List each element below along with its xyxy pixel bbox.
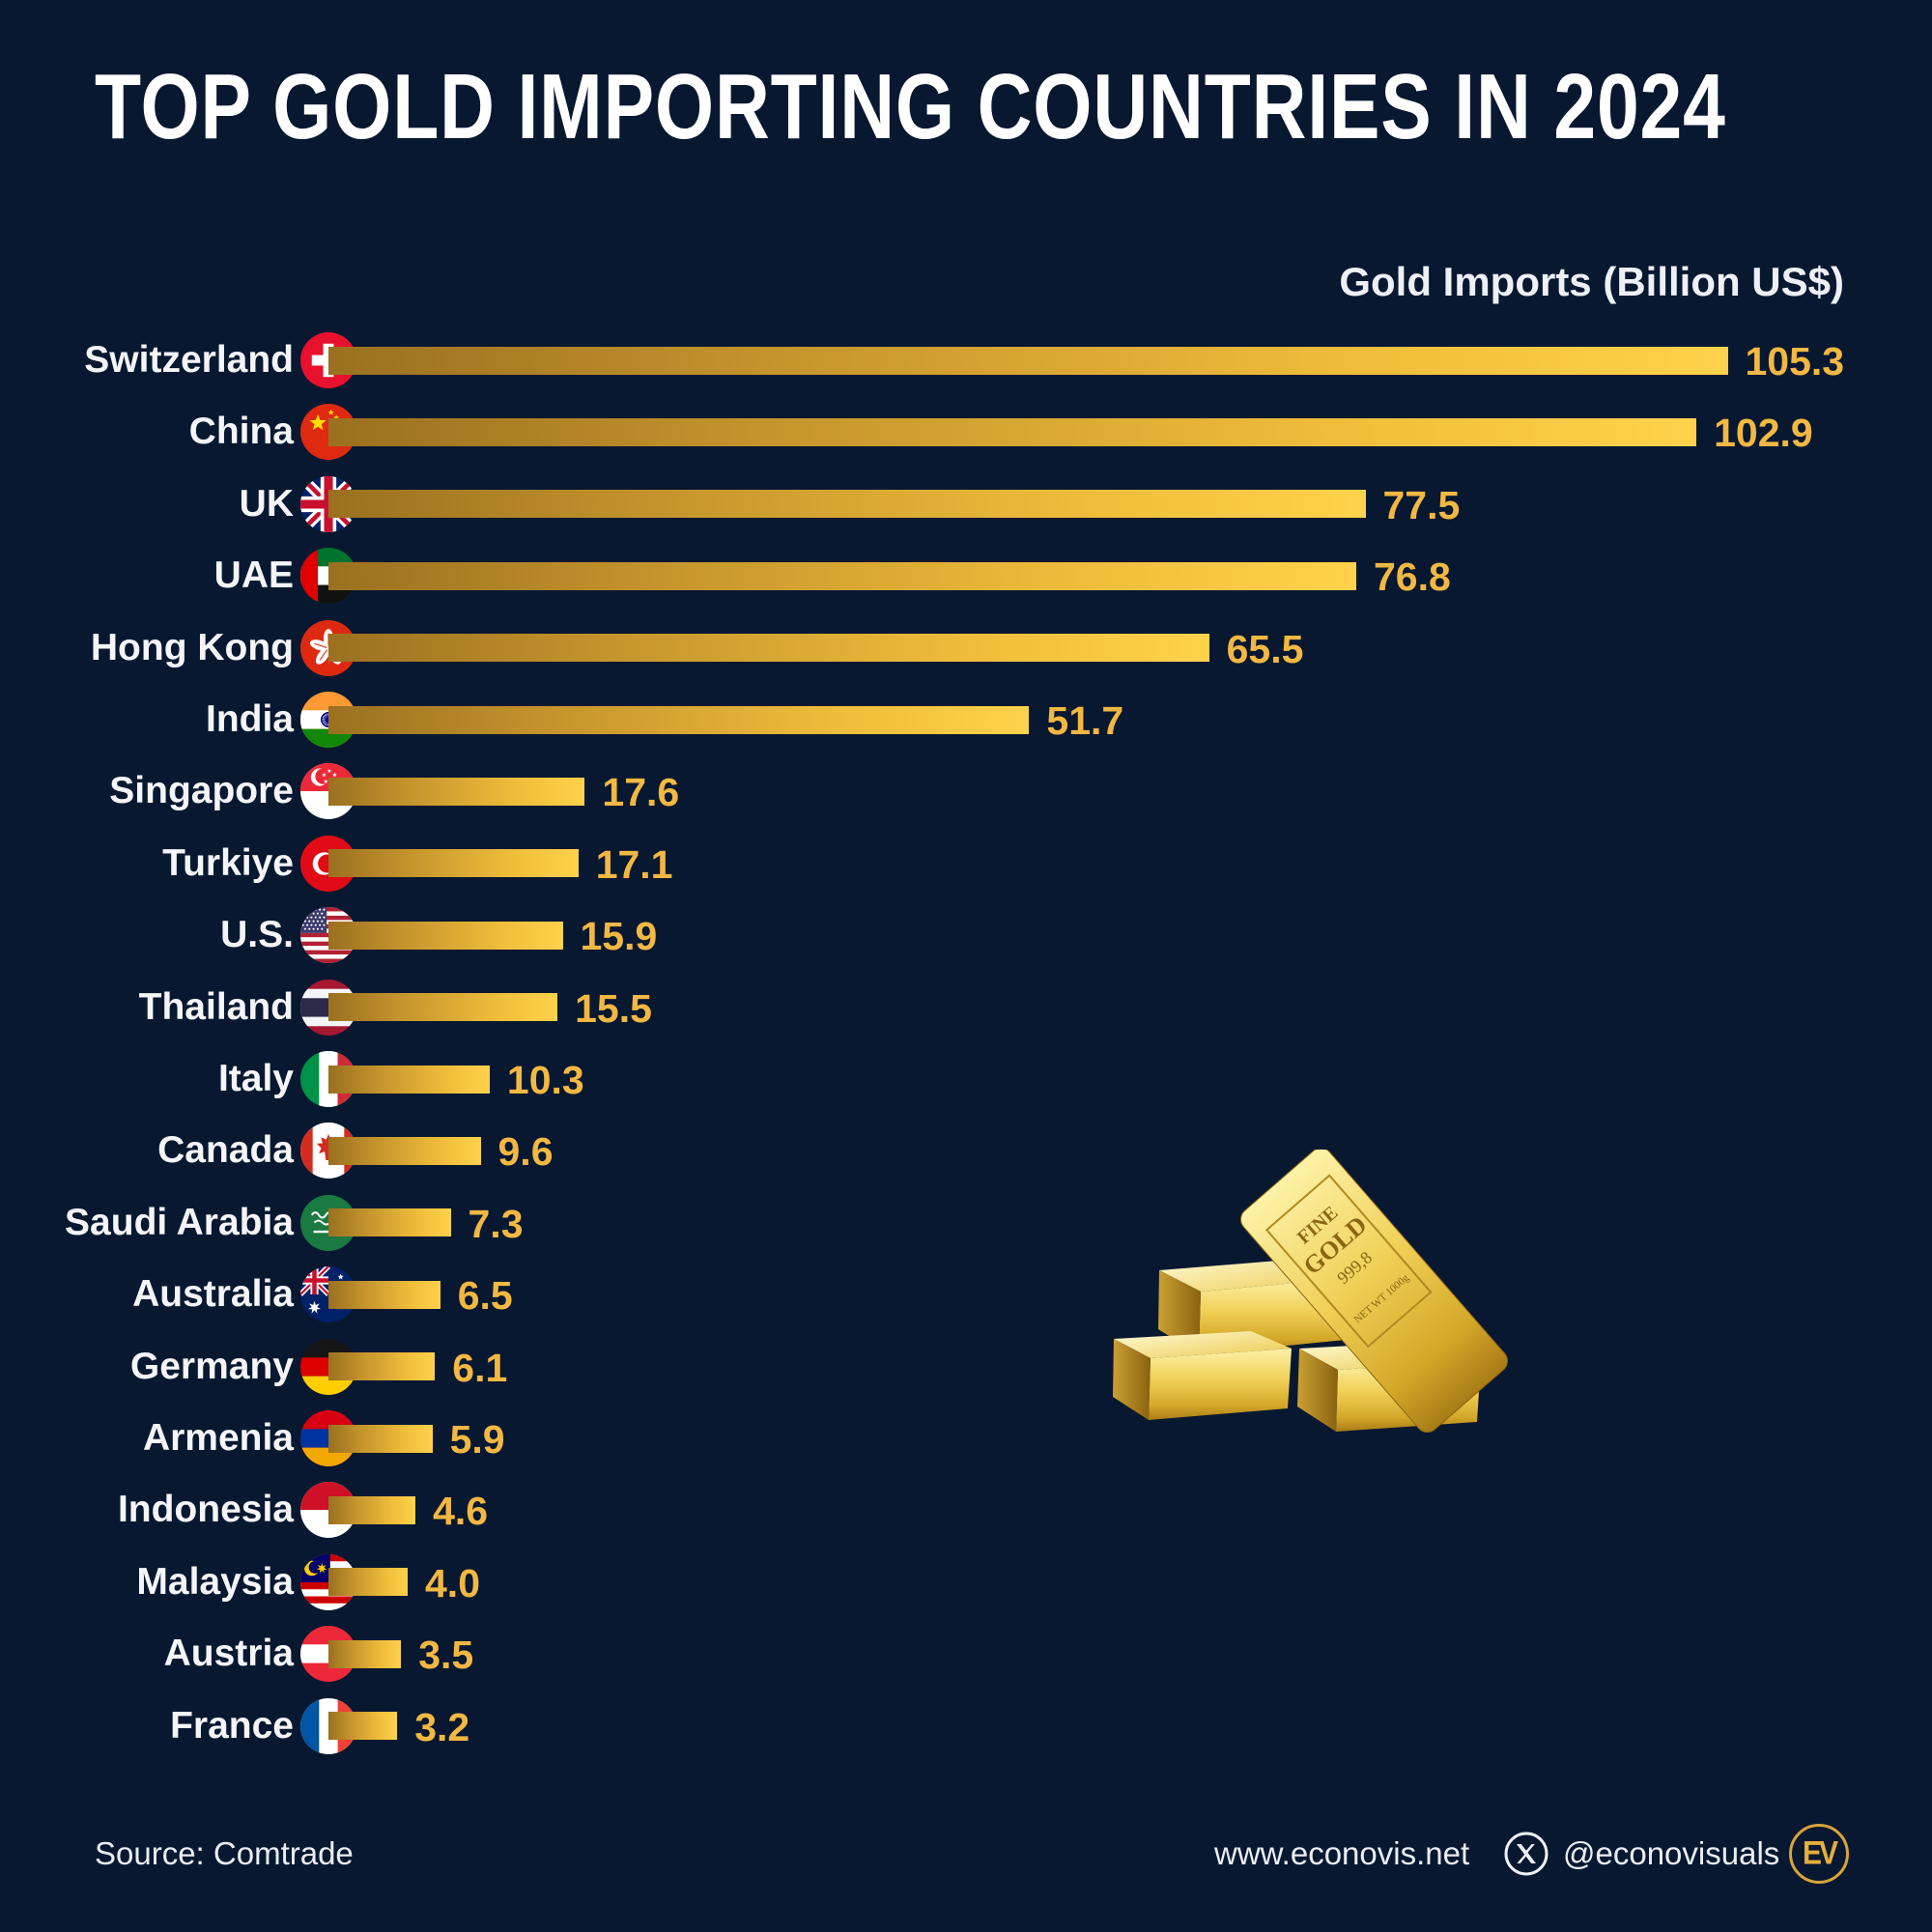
import-value: 105.3 [1745,339,1845,384]
import-value: 10.3 [506,1058,584,1102]
import-bar [328,634,1209,663]
import-bar [328,1136,481,1165]
source-note: Source: Comtrade [95,1835,354,1871]
chart-row: U.S. 15.9 [0,899,1932,971]
import-value: 4.0 [425,1560,480,1605]
import-value: 77.5 [1382,482,1461,527]
country-label: Italy [217,1058,294,1099]
country-label: U.S. [220,914,294,956]
chart-row: Italy 10.3 [0,1043,1932,1115]
import-value: 3.2 [414,1704,470,1749]
import-bar [328,417,1697,446]
country-label: Turkiye [162,841,294,884]
import-value: 6.1 [452,1345,508,1390]
import-bar [328,490,1366,519]
chart-row: UK 77.5 [0,469,1932,540]
country-label: Indonesia [117,1489,294,1531]
axis-label: Gold Imports (Billion US$) [1339,259,1844,304]
country-label: Canada [157,1129,294,1172]
import-value: 5.9 [449,1417,505,1462]
import-value: 76.8 [1374,554,1451,600]
x-icon[interactable] [1503,1831,1549,1877]
import-bar [328,777,585,806]
chart-row: Armenia 5.9 [0,1403,1932,1474]
import-bar [328,1639,402,1668]
chart-row: Germany 6.1 [0,1331,1932,1403]
social-row: @econovisuals [1503,1829,1779,1879]
country-label: Saudi Arabia [65,1201,294,1243]
import-bar [328,921,563,950]
import-bar [328,1280,440,1309]
chart-row: France 3.2 [0,1690,1932,1762]
import-bar [328,849,579,878]
import-value: 65.5 [1226,626,1304,671]
chart-row: Canada 9.6 [0,1115,1932,1186]
chart-row: Australia 6.5 [0,1259,1932,1330]
import-value: 17.1 [595,841,673,887]
import-value: 7.3 [468,1201,524,1246]
import-value: 15.9 [580,914,658,959]
page-title: TOP GOLD IMPORTING COUNTRIES IN 2024 [95,55,1726,158]
country-label: Germany [129,1345,294,1387]
import-bar [328,1208,451,1237]
chart-row: Indonesia 4.6 [0,1474,1932,1546]
country-label: Austria [163,1633,294,1675]
logo-text: EV [1802,1834,1838,1872]
import-value: 15.5 [575,985,652,1031]
country-label: China [188,411,294,453]
chart-row: Austria 3.5 [0,1618,1932,1690]
chart-row: China 102.9 [0,396,1932,468]
chart-row: Switzerland 105.3 [0,325,1932,396]
import-value: 3.5 [418,1633,474,1678]
country-label: France [170,1704,294,1747]
econovisuals-logo: EV [1789,1824,1849,1884]
import-bar [328,346,1728,375]
country-label: Switzerland [84,339,294,381]
chart-row: Malaysia 4.0 [0,1547,1932,1618]
chart-row: India 51.7 [0,684,1932,755]
chart-row: Hong Kong 65.5 [0,612,1932,684]
import-bar [328,1065,490,1094]
import-value: 6.5 [457,1273,513,1319]
import-bar [328,705,1030,734]
import-value: 4.6 [433,1489,489,1534]
chart-row: Turkiye 17.1 [0,828,1932,899]
chart-row: UAE 76.8 [0,540,1932,611]
social-handle[interactable]: @econovisuals [1563,1835,1780,1871]
country-label: UAE [213,554,294,597]
chart-row: Thailand 15.5 [0,972,1932,1043]
country-label: Hong Kong [90,626,294,668]
country-label: Thailand [138,985,294,1028]
import-value: 51.7 [1046,698,1124,743]
country-label: Australia [132,1273,294,1316]
country-label: Armenia [142,1417,294,1459]
import-value: 9.6 [497,1129,554,1175]
import-bar [328,993,558,1022]
import-bar [328,1495,416,1524]
import-bar [328,1712,398,1741]
import-bar [328,1568,408,1597]
import-bar [328,1352,436,1381]
country-label: UK [239,482,294,525]
import-bar [328,561,1356,590]
country-label: Singapore [109,770,294,812]
country-label: Malaysia [136,1560,294,1603]
chart-row: Saudi Arabia 7.3 [0,1187,1932,1259]
website-link[interactable]: www.econovis.net [1214,1835,1470,1871]
import-value: 102.9 [1714,411,1813,456]
import-bar [328,1424,433,1453]
chart-row: Singapore 17.6 [0,755,1932,827]
import-value: 17.6 [602,770,680,815]
flag-australia-icon [300,1266,356,1323]
gold-bars-illustration: FINE GOLD 999,8 NET WT 1000g [1113,1150,1508,1434]
country-label: India [205,698,294,740]
